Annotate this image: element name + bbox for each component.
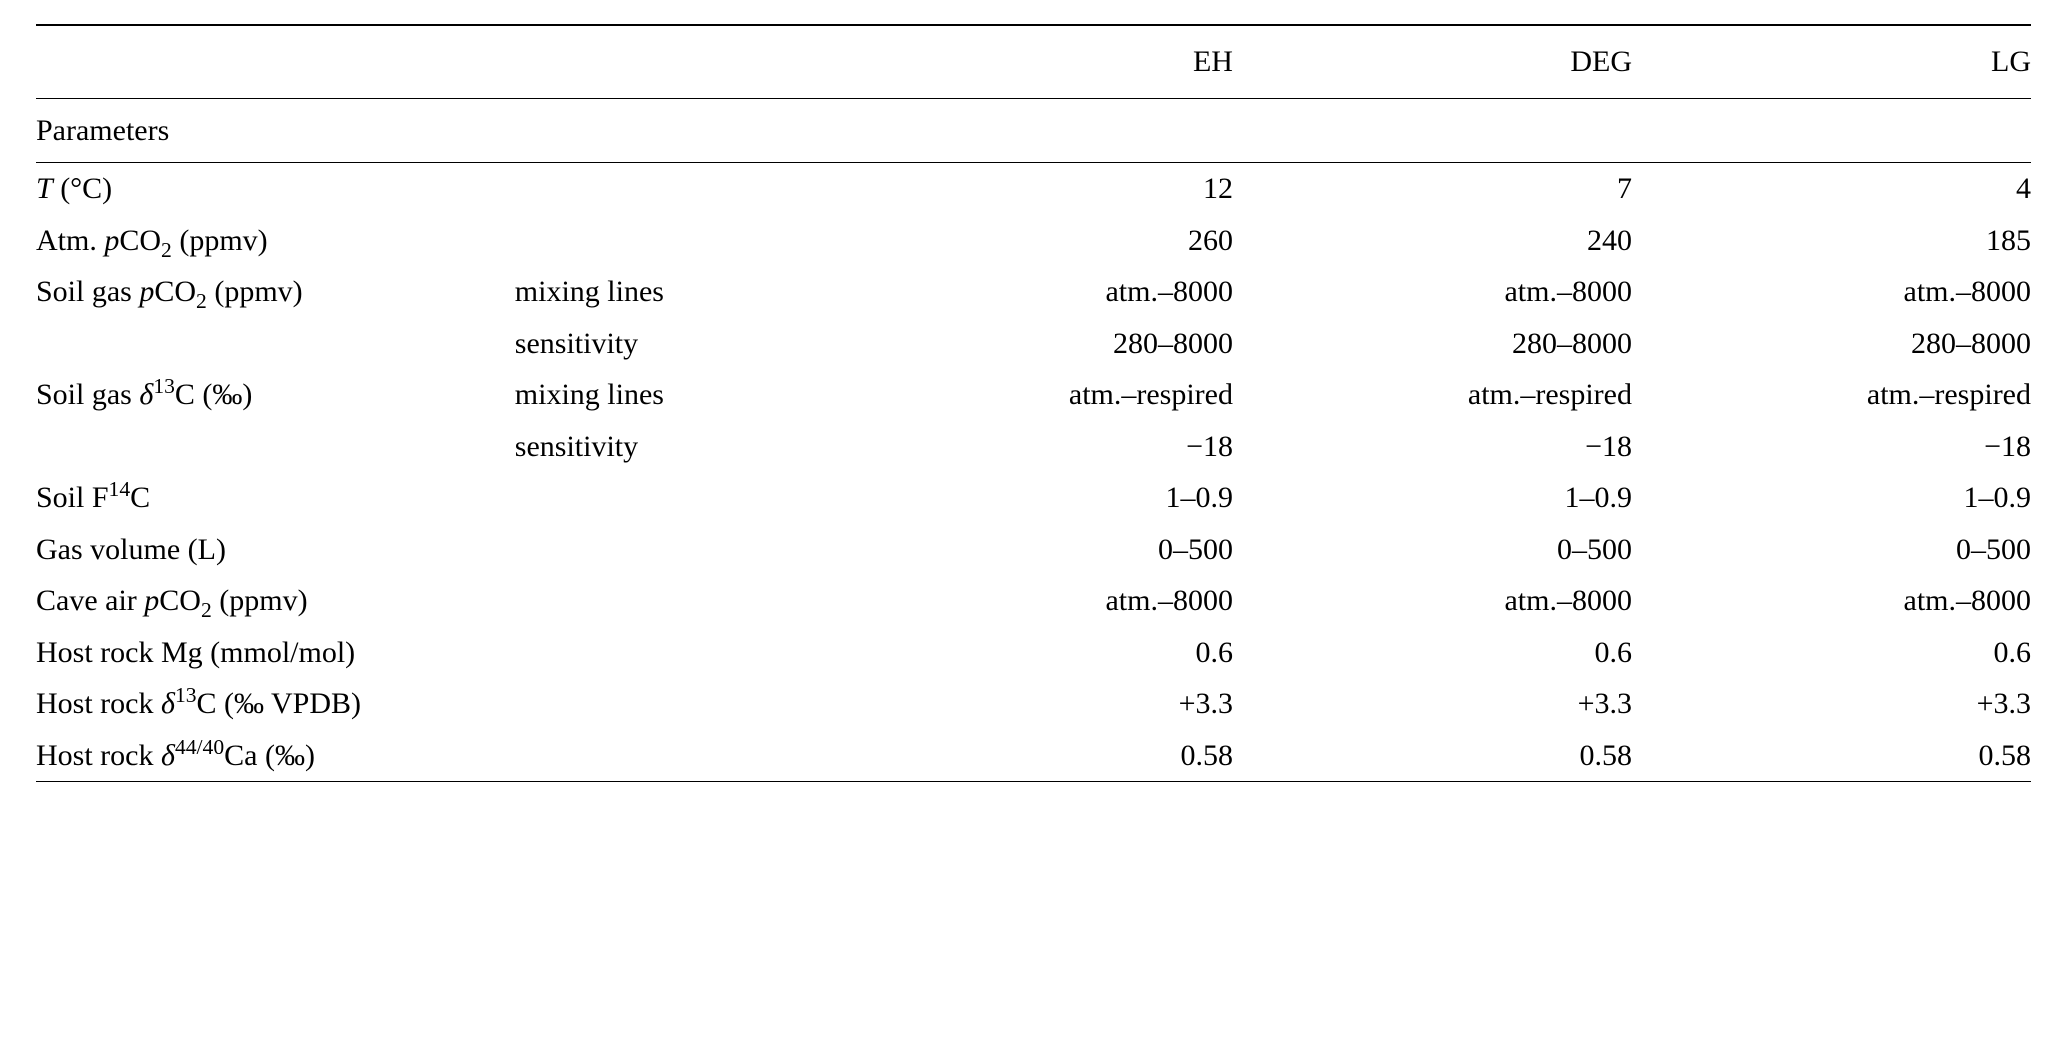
col-header-blank-2 xyxy=(515,25,834,98)
val-eh: atm.–8000 xyxy=(834,575,1233,627)
val-deg: −18 xyxy=(1233,421,1632,473)
val-lg: atm.–8000 xyxy=(1632,575,2031,627)
val-deg: atm.–8000 xyxy=(1233,575,1632,627)
table-row: Soil F14C1–0.91–0.91–0.9 xyxy=(36,472,2031,524)
val-lg: atm.–respired xyxy=(1632,369,2031,421)
param-label: Gas volume (L) xyxy=(36,524,515,576)
param-sublabel xyxy=(515,524,834,576)
table-row: Soil gas δ13C (‰)mixing linesatm.–respir… xyxy=(36,369,2031,421)
val-eh: 1–0.9 xyxy=(834,472,1233,524)
param-label: Soil gas δ13C (‰) xyxy=(36,369,515,421)
param-sublabel xyxy=(515,575,834,627)
table-row: Cave air pCO2 (ppmv)atm.–8000atm.–8000at… xyxy=(36,575,2031,627)
val-deg: +3.3 xyxy=(1233,678,1632,730)
val-eh: 0–500 xyxy=(834,524,1233,576)
param-label: Cave air pCO2 (ppmv) xyxy=(36,575,515,627)
param-label: Soil F14C xyxy=(36,472,515,524)
val-lg: 0–500 xyxy=(1632,524,2031,576)
table-row: Host rock δ44/40Ca (‰)0.580.580.58 xyxy=(36,730,2031,782)
val-deg: 0.58 xyxy=(1233,730,1632,782)
val-deg: 240 xyxy=(1233,215,1632,267)
section-header: Parameters xyxy=(36,98,2031,163)
val-deg: 1–0.9 xyxy=(1233,472,1632,524)
val-lg: +3.3 xyxy=(1632,678,2031,730)
val-lg: atm.–8000 xyxy=(1632,266,2031,318)
parameters-table: EH DEG LG Parameters T (°C)1274Atm. pCO2… xyxy=(36,24,2031,782)
table-row: T (°C) 1274 xyxy=(36,163,2031,215)
val-deg: 0.6 xyxy=(1233,627,1632,679)
param-sublabel: sensitivity xyxy=(515,421,834,473)
val-deg: 7 xyxy=(1233,163,1632,215)
param-sublabel: sensitivity xyxy=(515,318,834,370)
table-row: Soil gas pCO2 (ppmv)mixing linesatm.–800… xyxy=(36,266,2031,318)
val-deg: atm.–8000 xyxy=(1233,266,1632,318)
val-eh: atm.–respired xyxy=(834,369,1233,421)
val-eh: 260 xyxy=(834,215,1233,267)
table-row: Gas volume (L)0–5000–5000–500 xyxy=(36,524,2031,576)
param-label xyxy=(36,421,515,473)
val-lg: 185 xyxy=(1632,215,2031,267)
param-label xyxy=(36,318,515,370)
param-sublabel xyxy=(515,163,834,215)
table-row: Host rock Mg (mmol/mol)0.60.60.6 xyxy=(36,627,2031,679)
col-header-deg: DEG xyxy=(1233,25,1632,98)
section-header-row: Parameters xyxy=(36,98,2031,163)
param-label: Host rock δ44/40Ca (‰) xyxy=(36,730,515,782)
val-lg: 4 xyxy=(1632,163,2031,215)
val-eh: 12 xyxy=(834,163,1233,215)
table-row: Host rock δ13C (‰ VPDB)+3.3+3.3+3.3 xyxy=(36,678,2031,730)
param-label: Atm. pCO2 (ppmv) xyxy=(36,215,515,267)
param-sublabel: mixing lines xyxy=(515,266,834,318)
col-header-eh: EH xyxy=(834,25,1233,98)
val-eh: 0.6 xyxy=(834,627,1233,679)
val-lg: 1–0.9 xyxy=(1632,472,2031,524)
param-sublabel xyxy=(515,627,834,679)
param-sublabel xyxy=(515,678,834,730)
table-row: sensitivity−18−18−18 xyxy=(36,421,2031,473)
val-deg: 0–500 xyxy=(1233,524,1632,576)
val-eh: +3.3 xyxy=(834,678,1233,730)
param-label: Soil gas pCO2 (ppmv) xyxy=(36,266,515,318)
val-lg: −18 xyxy=(1632,421,2031,473)
val-deg: atm.–respired xyxy=(1233,369,1632,421)
val-eh: atm.–8000 xyxy=(834,266,1233,318)
table-row: Atm. pCO2 (ppmv) 260240185 xyxy=(36,215,2031,267)
table-row: sensitivity280–8000280–8000280–8000 xyxy=(36,318,2031,370)
col-header-blank-1 xyxy=(36,25,515,98)
val-lg: 0.6 xyxy=(1632,627,2031,679)
param-sublabel xyxy=(515,472,834,524)
val-eh: 0.58 xyxy=(834,730,1233,782)
col-header-lg: LG xyxy=(1632,25,2031,98)
param-label: Host rock δ13C (‰ VPDB) xyxy=(36,678,515,730)
val-eh: 280–8000 xyxy=(834,318,1233,370)
param-sublabel: mixing lines xyxy=(515,369,834,421)
val-lg: 0.58 xyxy=(1632,730,2031,782)
val-lg: 280–8000 xyxy=(1632,318,2031,370)
param-label: T (°C) xyxy=(36,163,515,215)
val-deg: 280–8000 xyxy=(1233,318,1632,370)
param-label: Host rock Mg (mmol/mol) xyxy=(36,627,515,679)
param-sublabel xyxy=(515,215,834,267)
table-body: Parameters T (°C) 1274 Atm. pCO2 (ppmv) 260… xyxy=(36,98,2031,782)
column-header-row: EH DEG LG xyxy=(36,25,2031,98)
val-eh: −18 xyxy=(834,421,1233,473)
param-sublabel xyxy=(515,730,834,782)
